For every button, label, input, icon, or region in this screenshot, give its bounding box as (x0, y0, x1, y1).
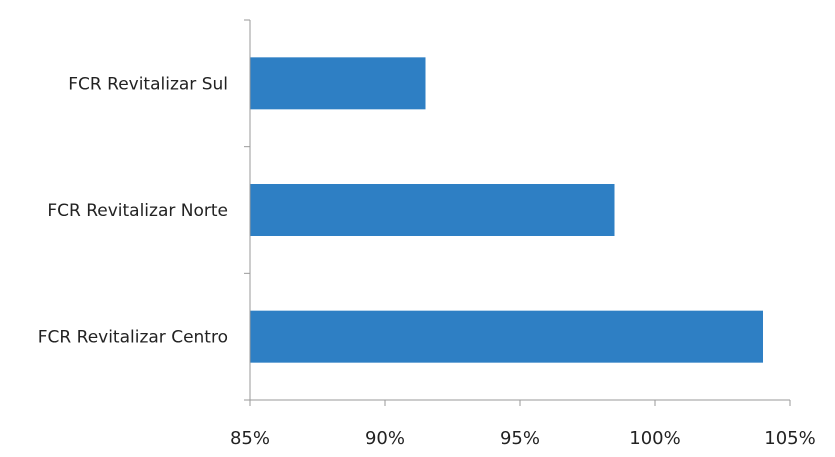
category-labels: FCR Revitalizar Sul FCR Revitalizar Norte… (38, 74, 228, 347)
axes-group (244, 19, 791, 406)
bar-2 (250, 310, 763, 363)
category-label-0: FCR Revitalizar Sul (68, 74, 228, 94)
x-tick-label-2: 95% (500, 428, 540, 449)
x-tick-label-4: 105% (764, 428, 815, 449)
category-label-2: FCR Revitalizar Centro (38, 328, 228, 348)
x-tick-label-1: 90% (365, 428, 405, 449)
x-tick-label-0: 85% (230, 428, 270, 449)
bar-1 (250, 184, 615, 236)
bar-0 (250, 57, 426, 110)
tick-labels: 85% 90% 95% 100% 105% (230, 428, 816, 449)
bars-group (250, 57, 763, 363)
x-tick-label-3: 100% (629, 428, 680, 449)
category-label-1: FCR Revitalizar Norte (47, 201, 228, 221)
